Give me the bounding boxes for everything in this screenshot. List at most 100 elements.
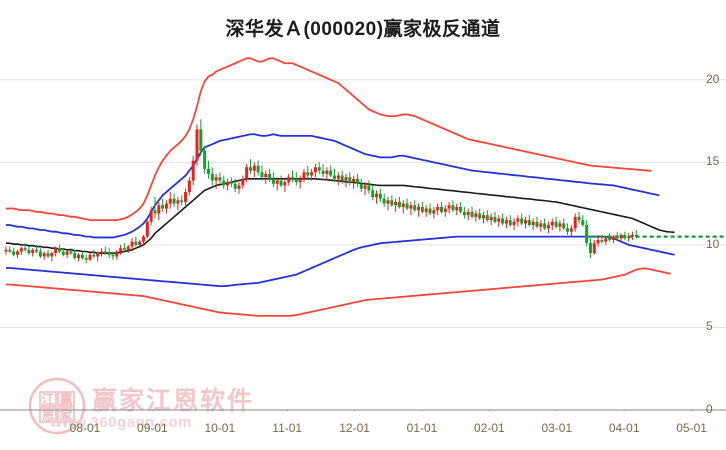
candle-body <box>142 236 146 242</box>
candle-body <box>199 129 203 151</box>
candle-body <box>386 200 390 204</box>
candle-body <box>489 216 493 221</box>
candle-body <box>191 160 195 181</box>
candle-body <box>585 225 589 244</box>
candle-body <box>134 241 138 245</box>
candle-body <box>111 254 115 257</box>
candle-body <box>184 192 188 202</box>
candle-body <box>122 248 126 250</box>
candle-body <box>508 220 512 226</box>
candle-body <box>333 175 337 179</box>
candle-body <box>554 221 558 227</box>
candle-body <box>161 205 165 209</box>
candle-body <box>363 185 367 189</box>
candle-body <box>409 205 413 209</box>
candle-body <box>80 254 84 259</box>
x-axis-label: 05-01 <box>676 421 707 435</box>
candle-body <box>470 211 474 217</box>
x-axis-label: 10-01 <box>204 421 236 435</box>
candle-body <box>516 218 520 222</box>
candle-body <box>73 253 77 259</box>
candle-body <box>157 205 161 214</box>
plot-svg <box>0 57 726 411</box>
candle-body <box>512 221 516 226</box>
candle-body <box>428 208 432 214</box>
candle-body <box>566 228 570 232</box>
candle-body <box>371 190 375 197</box>
candle-body <box>539 223 543 227</box>
candle-body <box>294 178 298 183</box>
candle-body <box>600 239 604 242</box>
candle-body <box>531 221 535 226</box>
candle-body <box>569 228 573 232</box>
candle-body <box>275 180 279 184</box>
candle-body <box>543 223 547 229</box>
candle-body <box>478 213 482 219</box>
candle-body <box>23 248 27 250</box>
candle-body <box>439 206 443 212</box>
candle-body <box>310 172 314 176</box>
y-axis-label: 5 <box>706 319 713 334</box>
candle-body <box>92 254 96 257</box>
candle-body <box>420 206 424 212</box>
candle-body <box>248 167 252 171</box>
outer-lower-band-line <box>6 267 671 317</box>
candle-body <box>451 205 455 211</box>
candle-body <box>153 210 157 214</box>
seal-char-1: 江 <box>41 392 54 408</box>
candle-body <box>237 185 241 189</box>
candle-body <box>222 180 226 186</box>
candle-body <box>84 258 88 260</box>
y-axis-label: 0 <box>706 402 713 416</box>
candle-body <box>348 177 352 183</box>
candle-body <box>302 172 306 179</box>
candle-body <box>447 205 451 209</box>
candle-body <box>283 182 287 186</box>
candle-body <box>401 203 405 207</box>
x-axis-ticks <box>84 410 693 411</box>
candle-body <box>424 208 428 212</box>
candle-body <box>432 210 436 214</box>
candle-body <box>46 253 50 257</box>
candle-body <box>413 205 417 211</box>
candle-body <box>77 254 81 259</box>
candle-body <box>12 251 16 255</box>
candle-body <box>180 200 184 202</box>
candle-body <box>54 248 58 254</box>
x-axis-label: 01-01 <box>406 421 438 435</box>
candle-body <box>482 215 485 219</box>
candle-body <box>608 238 612 240</box>
candle-body <box>42 253 46 257</box>
candle-body <box>497 218 501 222</box>
candle-body <box>187 180 191 193</box>
candle-body <box>459 206 463 212</box>
candle-body <box>287 177 291 183</box>
candle-body <box>455 206 459 211</box>
candle-body <box>501 218 505 224</box>
candle-body <box>313 167 317 173</box>
x-axis-label: 12-01 <box>339 421 370 435</box>
inner-upper-band-line <box>6 133 660 239</box>
candle-body <box>317 167 321 171</box>
candle-body <box>397 201 401 207</box>
candle-body <box>588 243 592 254</box>
candle-body <box>321 170 325 174</box>
candle-body <box>504 220 508 224</box>
candle-body <box>126 246 130 250</box>
candle-body <box>485 215 489 221</box>
candle-body <box>260 172 264 178</box>
candle-body <box>226 182 230 186</box>
candle-body <box>405 203 409 209</box>
outer-upper-band-line <box>6 57 652 222</box>
candle-body <box>195 129 199 161</box>
candle-body <box>359 183 363 189</box>
candle-body <box>550 221 554 226</box>
candle-body <box>103 251 107 254</box>
candle-body <box>325 170 329 174</box>
y-axis-label: 10 <box>706 236 720 251</box>
x-axis-label: 04-01 <box>608 421 640 435</box>
candle-body <box>168 198 172 204</box>
candle-body <box>233 183 237 189</box>
candle-body <box>206 168 210 174</box>
candle-body <box>378 193 382 199</box>
